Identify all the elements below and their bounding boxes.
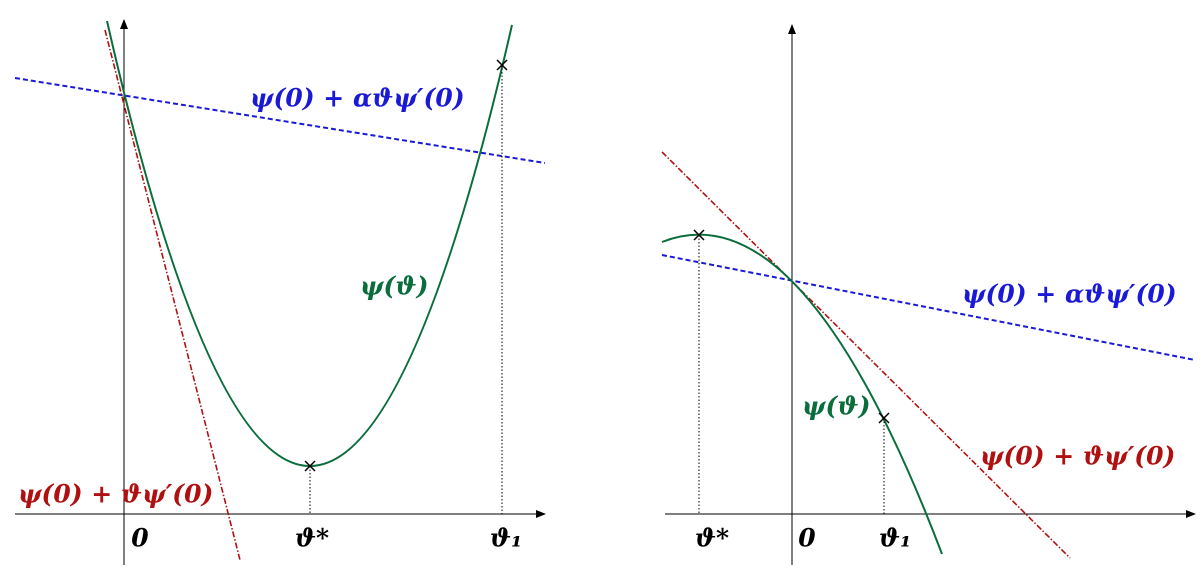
label: ψ(0) + αϑψ′(0) [250, 84, 465, 113]
curve [661, 233, 943, 555]
tick-label: 0 [798, 524, 816, 553]
label: ψ(0) + αϑψ′(0) [962, 280, 1177, 309]
tick-label: ϑ₁ [490, 524, 522, 553]
armijo-line [661, 254, 1196, 361]
armijo-line [14, 77, 546, 164]
marker [496, 59, 508, 71]
label: ψ(ϑ) [360, 272, 428, 301]
label: ψ(0) + ϑψ′(0) [18, 480, 213, 509]
tick-label: ϑ₁ [879, 524, 911, 553]
label: ψ(ϑ) [802, 392, 870, 421]
tangent-line [661, 151, 1071, 559]
label: ψ(0) + ϑψ′(0) [980, 442, 1175, 471]
marker [878, 412, 890, 424]
right-panel: ψ(0) + αϑψ′(0) ψ(ϑ) ψ(0) + ϑψ′(0) ϑ* 0 ϑ… [661, 24, 1196, 565]
tick-label: ϑ* [695, 524, 729, 553]
tangent-line [104, 29, 241, 561]
left-panel: ψ(0) + αϑψ′(0) ψ(ϑ) ψ(0) + ϑψ′(0) 0 ϑ* ϑ… [14, 19, 546, 565]
tick-label: 0 [131, 524, 149, 553]
tick-label: ϑ* [295, 524, 329, 553]
marker [304, 460, 316, 472]
marker [693, 229, 705, 241]
